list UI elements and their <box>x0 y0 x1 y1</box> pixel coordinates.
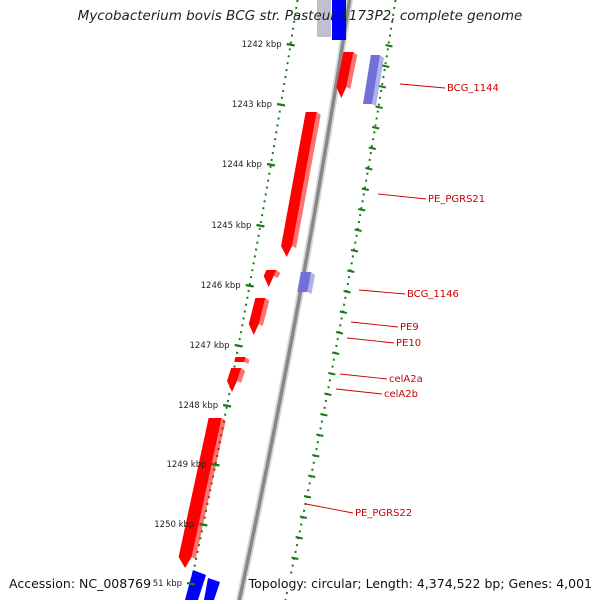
scale-ticks-layer: 1242 kbp 1243 kbp 1244 kbp 1245 kbp 1246 kbp… <box>142 40 295 589</box>
features-layer <box>178 0 384 600</box>
label-leader-line <box>377 193 427 200</box>
outer-ring-tick <box>347 269 355 273</box>
partial-gene-blue-bottom-1 <box>185 570 206 600</box>
accession-label: Accession: NC_008769 <box>9 576 154 591</box>
outer-ring-tick <box>382 64 390 68</box>
scale-tick <box>276 102 286 107</box>
outer-ring-tick <box>375 105 383 109</box>
scale-tick <box>245 283 254 288</box>
outer-ring-tick <box>291 556 299 560</box>
scale-tick <box>222 403 232 408</box>
gene-arrow-pe9-start <box>263 270 277 287</box>
label-leader-line <box>339 373 388 380</box>
gene-arrow-pe9-start-shade <box>273 270 281 278</box>
feature-label: celA2a <box>389 374 423 385</box>
outer-ring-tick <box>371 126 380 130</box>
gene-arrow-cela2b-shade <box>237 368 246 383</box>
outer-ring-tick <box>335 331 344 335</box>
outer-ring-tick <box>320 413 328 417</box>
label-leader-line <box>346 337 395 344</box>
outer-ring-tick <box>339 310 348 314</box>
gene-arrow-bcg-1144-shade <box>372 55 384 106</box>
scale-tick <box>211 462 220 467</box>
outer-ring-tick <box>343 290 351 294</box>
scale-tick-label: 1246 kbp <box>201 281 241 291</box>
outer-ring-tick <box>324 392 332 396</box>
scale-tick-label: 1245 kbp <box>211 221 251 231</box>
scale-tick <box>199 522 208 527</box>
backbone-layer <box>234 0 354 604</box>
scale-tick-label: 1250 kbp <box>154 520 194 530</box>
gene-arrow-pe9 <box>248 298 266 335</box>
scale-tick <box>286 42 295 47</box>
outer-ring-tick <box>299 515 308 519</box>
gene-arrow-pe9-shade <box>258 298 270 326</box>
outer-ring-tick <box>358 208 366 212</box>
partial-gene-blue-bottom-2 <box>204 578 220 600</box>
scale-tick <box>266 162 276 167</box>
gene-arrow-bcg-1143-shade <box>346 52 358 89</box>
gene-arrow-bcg-1146 <box>297 272 311 292</box>
feature-label: PE9 <box>400 322 419 333</box>
scale-tick <box>234 343 243 348</box>
scale-tick-label: 1251 kbp <box>142 579 182 589</box>
label-leader-line <box>358 289 406 295</box>
gene-arrow-bcg-1144 <box>363 55 380 104</box>
outer-ring-tick <box>378 85 387 89</box>
scale-tick <box>186 581 196 586</box>
outer-ring-tick <box>331 351 340 355</box>
feature-label: BCG_1146 <box>407 289 459 300</box>
scale-tick-label: 1243 kbp <box>232 100 272 110</box>
gene-arrow-pe-pgrs22 <box>178 418 222 568</box>
label-leader-line <box>305 503 354 514</box>
gene-arrow-cela2a <box>234 357 246 362</box>
gene-arrow-pe-pgrs21-shade <box>292 112 321 248</box>
dotted-guides-layer <box>186 0 397 601</box>
gene-arrow-cela2a-shade <box>244 357 250 364</box>
feature-labels-layer: BCG_1144 PE_PGRS21 BCG_1146 PE9 PE10 celA2a ce… <box>305 83 499 519</box>
outer-ring-tick <box>328 372 336 376</box>
outer-ring-tick <box>385 44 393 48</box>
genome-summary: Topology: circular; Length: 4,374,522 bp… <box>246 576 592 591</box>
outer-ring-tick <box>303 495 312 499</box>
outer-ring-tick <box>368 146 376 150</box>
outer-ring-tick <box>365 167 373 171</box>
outer-ring-tick <box>295 536 303 540</box>
feature-label: PE_PGRS22 <box>355 508 412 519</box>
scale-tick-label: 1249 kbp <box>166 460 206 470</box>
scale-tick-label: 1248 kbp <box>178 401 218 411</box>
backbone-line <box>236 0 352 604</box>
outer-ring-tick <box>354 228 362 232</box>
partial-gene-blue-top <box>332 0 346 40</box>
partial-gene-grey <box>317 0 331 37</box>
outer-ring-tick <box>307 474 316 478</box>
label-leader-line <box>350 321 399 328</box>
gene-arrow-cela2b <box>227 368 242 392</box>
scale-tick-label: 1244 kbp <box>222 160 262 170</box>
scale-tick-label: 1247 kbp <box>190 341 230 351</box>
feature-label: BCG_1144 <box>447 83 499 94</box>
scale-tick-label: 1242 kbp <box>242 40 282 50</box>
outer-ring-tick <box>350 249 359 253</box>
feature-label: PE10 <box>396 338 421 349</box>
feature-label: PE_PGRS21 <box>428 194 485 205</box>
label-leader-line <box>335 388 383 395</box>
feature-label: celA2b <box>384 389 418 400</box>
outer-ring-tick <box>316 433 324 437</box>
label-leader-line <box>399 83 446 89</box>
outer-ring-tick <box>312 454 320 458</box>
gene-arrow-bcg-1146-shade <box>307 272 315 294</box>
gene-arrow-pe-pgrs21 <box>281 112 317 257</box>
page-title: Mycobacterium bovis BCG str. Pasteur 117… <box>77 8 523 24</box>
scale-tick <box>256 223 265 228</box>
outer-ring-tick <box>361 187 369 191</box>
gene-arrow-bcg-1143 <box>336 52 354 98</box>
